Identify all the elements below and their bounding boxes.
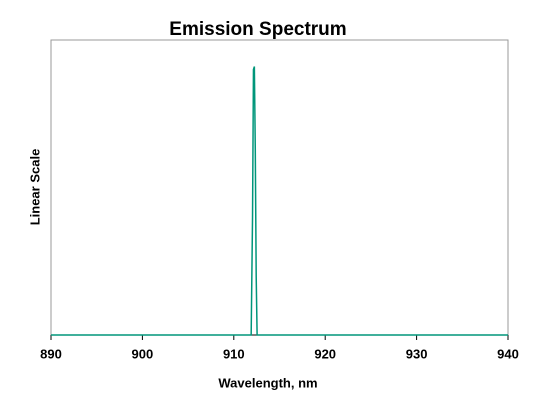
y-axis-label: Linear Scale [27,149,42,226]
x-tick-label: 900 [132,346,154,361]
x-tick-label: 910 [223,346,245,361]
x-tick-label: 920 [314,346,336,361]
plot-area [50,39,509,336]
chart-title: Emission Spectrum [169,19,346,40]
x-tick-label: 930 [406,346,428,361]
x-axis-label: Wavelength, nm [218,375,317,390]
x-tick-label: 940 [497,346,519,361]
data-line [51,66,508,336]
x-tick-label: 890 [40,346,62,361]
